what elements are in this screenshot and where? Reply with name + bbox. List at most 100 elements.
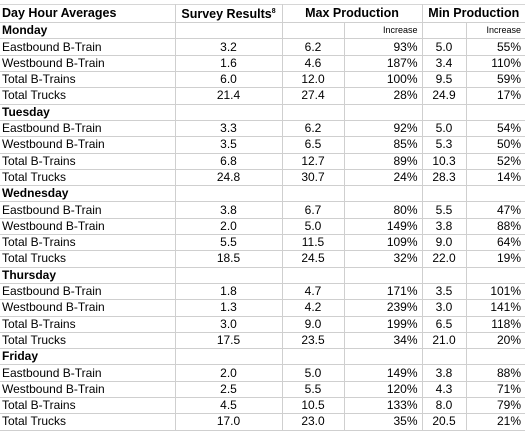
max-value: 27.4 — [282, 87, 345, 105]
min-value: 22.0 — [422, 250, 467, 268]
survey-value: 1.8 — [175, 283, 283, 301]
survey-value: 3.8 — [175, 201, 283, 219]
table-row: Total B-Trains 6.8 12.7 89% 10.3 52% — [0, 153, 525, 170]
max-increase-subheader: Increase — [344, 22, 423, 40]
max-value: 6.7 — [282, 201, 345, 219]
empty-cell — [282, 104, 345, 121]
survey-value: 5.5 — [175, 234, 283, 252]
header-max-production: Max Production — [282, 4, 423, 24]
table-row: Westbound B-Train 2.0 5.0 149% 3.8 88% — [0, 218, 525, 236]
max-increase: 24% — [344, 169, 423, 187]
min-value: 3.8 — [422, 218, 467, 236]
table-row: Total B-Trains 4.5 10.5 133% 8.0 79% — [0, 397, 525, 415]
max-increase: 120% — [344, 381, 423, 398]
row-label: Total B-Trains — [0, 71, 176, 89]
max-value: 23.5 — [282, 332, 345, 350]
header-day-hour-averages: Day Hour Averages — [0, 4, 176, 24]
empty-cell — [466, 185, 525, 203]
row-label: Westbound B-Train — [0, 381, 176, 398]
max-increase: 171% — [344, 283, 423, 301]
min-increase: 59% — [466, 71, 525, 89]
day-name: Friday — [0, 348, 176, 366]
max-value: 5.0 — [282, 218, 345, 236]
min-increase: 71% — [466, 381, 525, 398]
max-increase: 100% — [344, 71, 423, 89]
header-min-production: Min Production — [422, 4, 525, 24]
max-value: 6.2 — [282, 38, 345, 56]
survey-value: 6.8 — [175, 153, 283, 170]
min-increase: 47% — [466, 201, 525, 219]
empty-cell — [282, 348, 345, 366]
max-increase: 199% — [344, 316, 423, 333]
empty-cell — [175, 22, 283, 40]
min-value: 5.3 — [422, 136, 467, 154]
max-value: 9.0 — [282, 316, 345, 333]
max-value: 23.0 — [282, 413, 345, 431]
production-table: Day Hour Averages Survey Results8 Max Pr… — [0, 4, 525, 431]
min-value: 3.4 — [422, 55, 467, 73]
min-value: 3.5 — [422, 283, 467, 301]
max-value: 4.6 — [282, 55, 345, 73]
max-value: 6.2 — [282, 120, 345, 138]
row-label: Total Trucks — [0, 250, 176, 268]
survey-value: 18.5 — [175, 250, 283, 268]
day-row: Wednesday — [0, 185, 525, 203]
table-row: Total B-Trains 5.5 11.5 109% 9.0 64% — [0, 234, 525, 252]
row-label: Total Trucks — [0, 169, 176, 187]
empty-cell — [175, 348, 283, 366]
min-increase-subheader: Increase — [466, 22, 525, 40]
header-row: Day Hour Averages Survey Results8 Max Pr… — [0, 4, 525, 24]
min-value: 5.0 — [422, 120, 467, 138]
min-increase: 101% — [466, 283, 525, 301]
survey-value: 21.4 — [175, 87, 283, 105]
table-row: Eastbound B-Train 3.3 6.2 92% 5.0 54% — [0, 120, 525, 138]
day-name: Wednesday — [0, 185, 176, 203]
row-label: Total B-Trains — [0, 153, 176, 170]
max-increase: 34% — [344, 332, 423, 350]
min-value: 10.3 — [422, 153, 467, 170]
table-row: Eastbound B-Train 3.8 6.7 80% 5.5 47% — [0, 201, 525, 219]
row-label: Total Trucks — [0, 413, 176, 431]
max-increase: 187% — [344, 55, 423, 73]
table-row: Total Trucks 18.5 24.5 32% 22.0 19% — [0, 250, 525, 268]
survey-value: 24.8 — [175, 169, 283, 187]
survey-value: 6.0 — [175, 71, 283, 89]
table-row: Eastbound B-Train 1.8 4.7 171% 3.5 101% — [0, 283, 525, 301]
empty-cell — [466, 104, 525, 121]
min-increase: 88% — [466, 364, 525, 382]
table-row: Total Trucks 21.4 27.4 28% 24.9 17% — [0, 87, 525, 105]
table-row: Total Trucks 17.0 23.0 35% 20.5 21% — [0, 413, 525, 431]
table-row: Westbound B-Train 2.5 5.5 120% 4.3 71% — [0, 381, 525, 398]
min-increase: 54% — [466, 120, 525, 138]
max-value: 11.5 — [282, 234, 345, 252]
max-increase: 80% — [344, 201, 423, 219]
min-increase: 20% — [466, 332, 525, 350]
max-value: 10.5 — [282, 397, 345, 415]
day-row: Tuesday — [0, 104, 525, 121]
header-survey-footnote: 8 — [271, 8, 276, 15]
empty-cell — [282, 267, 345, 284]
empty-cell — [344, 104, 423, 121]
row-label: Eastbound B-Train — [0, 283, 176, 301]
empty-cell — [466, 348, 525, 366]
row-label: Westbound B-Train — [0, 136, 176, 154]
min-increase: 141% — [466, 299, 525, 317]
min-value: 5.5 — [422, 201, 467, 219]
max-value: 30.7 — [282, 169, 345, 187]
row-label: Eastbound B-Train — [0, 120, 176, 138]
survey-value: 2.0 — [175, 218, 283, 236]
day-name: Thursday — [0, 267, 176, 284]
table-row: Westbound B-Train 1.3 4.2 239% 3.0 141% — [0, 299, 525, 317]
table-row: Total Trucks 17.5 23.5 34% 21.0 20% — [0, 332, 525, 350]
table-row: Total B-Trains 6.0 12.0 100% 9.5 59% — [0, 71, 525, 89]
max-increase: 85% — [344, 136, 423, 154]
min-increase: 21% — [466, 413, 525, 431]
empty-cell — [422, 185, 467, 203]
empty-cell — [344, 185, 423, 203]
survey-value: 1.3 — [175, 299, 283, 317]
day-row: Friday — [0, 348, 525, 366]
survey-value: 4.5 — [175, 397, 283, 415]
empty-cell — [466, 267, 525, 284]
empty-cell — [422, 267, 467, 284]
min-increase: 110% — [466, 55, 525, 73]
